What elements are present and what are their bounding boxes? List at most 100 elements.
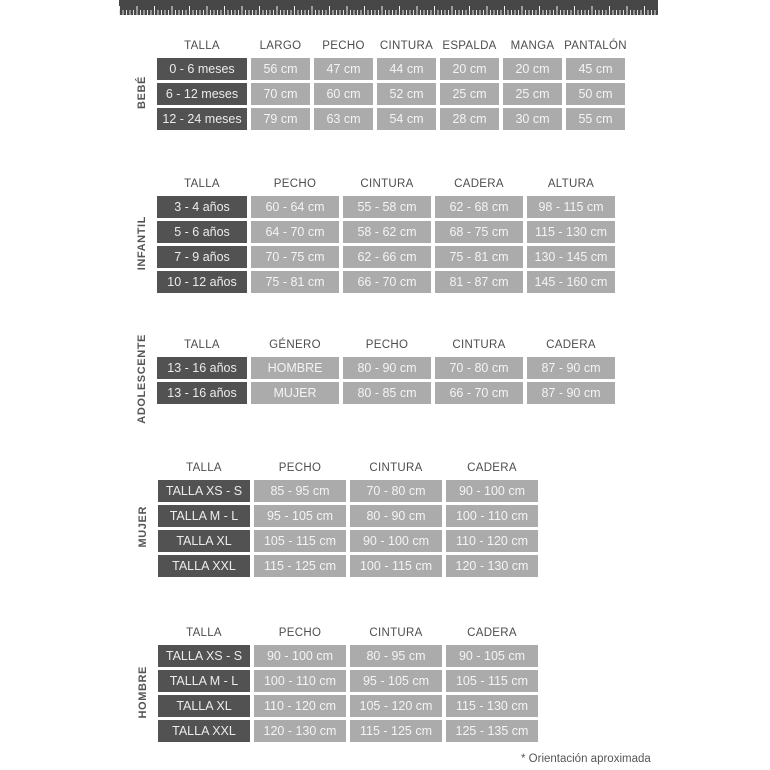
approximate-orientation-footnote: * Orientación aproximada — [521, 753, 651, 765]
size-label-cell: TALLA XL — [158, 530, 250, 552]
size-label-cell: TALLA XXL — [158, 555, 250, 577]
measurement-cell: 105 - 115 cm — [254, 530, 346, 552]
measurement-cell: 66 - 70 cm — [435, 382, 523, 404]
size-grid-mujer: TALLA PECHO CINTURA CADERA TALLA XS - S 85 - … — [158, 458, 538, 577]
size-label-cell: 13 - 16 años — [157, 382, 247, 404]
side-label-wrap: ADOLESCENTE — [131, 334, 153, 424]
size-label-cell: TALLA XS - S — [158, 645, 250, 667]
measurement-cell: 64 - 70 cm — [251, 221, 339, 243]
size-label-cell: 10 - 12 años — [157, 271, 247, 293]
column-header: CINTURA — [369, 626, 423, 639]
measurement-cell: 100 - 110 cm — [254, 670, 346, 692]
measurement-cell: 90 - 100 cm — [350, 530, 442, 552]
size-label-cell: 5 - 6 años — [157, 221, 247, 243]
size-label-cell: 6 - 12 meses — [157, 83, 247, 105]
column-header: TALLA — [184, 177, 220, 190]
size-label-cell: 0 - 6 meses — [157, 58, 247, 80]
measurement-cell: 79 cm — [251, 108, 310, 130]
measurement-cell: 90 - 100 cm — [254, 645, 346, 667]
size-label-cell: 3 - 4 años — [157, 196, 247, 218]
column-header: PECHO — [278, 461, 322, 474]
column-header: CINTURA — [369, 461, 423, 474]
measurement-cell: 120 - 130 cm — [446, 555, 538, 577]
measurement-cell: 90 - 100 cm — [446, 480, 538, 502]
measurement-cell: 25 cm — [440, 83, 499, 105]
measurement-cell: 81 - 87 cm — [435, 271, 523, 293]
column-header: CINTURA — [452, 338, 506, 351]
column-header: TALLA — [184, 39, 220, 52]
measurement-cell: 30 cm — [503, 108, 562, 130]
column-header: CADERA — [467, 626, 517, 639]
measurement-cell: 28 cm — [440, 108, 499, 130]
size-grid-adolescente: TALLA GÉNERO PECHO CINTURA CADERA 13 - 16 año… — [157, 335, 615, 404]
side-label-wrap: INFANTIL — [131, 193, 153, 293]
size-grid-infantil: TALLA PECHO CINTURA CADERA ALTURA 3 - 4 años 6… — [157, 174, 615, 293]
column-header: TALLA — [186, 461, 222, 474]
measurement-cell: 90 - 105 cm — [446, 645, 538, 667]
measurement-cell: 115 - 130 cm — [527, 221, 615, 243]
measurement-cell: 70 cm — [251, 83, 310, 105]
side-label-wrap: MUJER — [132, 477, 154, 577]
column-header: PANTALÓN — [564, 39, 627, 52]
measurement-cell: 75 - 81 cm — [435, 246, 523, 268]
column-header: TALLA — [184, 338, 220, 351]
size-table-mujer: MUJER TALLA PECHO CINTURA CADERA TALLA XS - … — [137, 458, 538, 577]
column-header: MANGA — [510, 39, 555, 52]
measurement-cell: 95 - 105 cm — [350, 670, 442, 692]
size-label-cell: TALLA XL — [158, 695, 250, 717]
measurement-cell: MUJER — [251, 382, 339, 404]
measurement-cell: 70 - 75 cm — [251, 246, 339, 268]
column-header: ALTURA — [547, 177, 595, 190]
table-side-label: INFANTIL — [136, 215, 148, 271]
size-table-hombre: HOMBRE TALLA PECHO CINTURA CADERA TALLA XS -… — [137, 623, 538, 742]
measurement-cell: 80 - 90 cm — [350, 505, 442, 527]
measurement-cell: 66 - 70 cm — [343, 271, 431, 293]
measurement-cell: 105 - 120 cm — [350, 695, 442, 717]
measurement-cell: 58 - 62 cm — [343, 221, 431, 243]
measurement-cell: 70 - 80 cm — [435, 357, 523, 379]
measurement-cell: 70 - 80 cm — [350, 480, 442, 502]
measurement-cell: 130 - 145 cm — [527, 246, 615, 268]
measurement-cell: 100 - 115 cm — [350, 555, 442, 577]
measurement-cell: 80 - 85 cm — [343, 382, 431, 404]
measurement-cell: 145 - 160 cm — [527, 271, 615, 293]
measurement-cell: 63 cm — [314, 108, 373, 130]
column-header: PECHO — [365, 338, 409, 351]
size-grid-bebe: TALLA LARGO PECHO CINTURA ESPALDA MANGA PANTAL… — [157, 36, 627, 130]
measurement-cell: 62 - 68 cm — [435, 196, 523, 218]
measurement-cell: 120 - 130 cm — [254, 720, 346, 742]
column-header: CADERA — [467, 461, 517, 474]
column-header: CADERA — [454, 177, 504, 190]
side-label-wrap: BEBÉ — [131, 55, 153, 130]
column-header: TALLA — [186, 626, 222, 639]
measurement-cell: 45 cm — [566, 58, 625, 80]
measurement-cell: 50 cm — [566, 83, 625, 105]
table-side-label: MUJER — [137, 506, 149, 548]
column-header: LARGO — [259, 39, 302, 52]
measurement-cell: 125 - 135 cm — [446, 720, 538, 742]
size-label-cell: TALLA XXL — [158, 720, 250, 742]
column-header: ESPALDA — [442, 39, 497, 52]
measurement-cell: HOMBRE — [251, 357, 339, 379]
measurement-cell: 110 - 120 cm — [254, 695, 346, 717]
table-side-label: ADOLESCENTE — [136, 334, 148, 424]
measurement-cell: 68 - 75 cm — [435, 221, 523, 243]
column-header: CADERA — [546, 338, 596, 351]
size-label-cell: TALLA M - L — [158, 670, 250, 692]
measurement-cell: 20 cm — [440, 58, 499, 80]
column-header: PECHO — [273, 177, 317, 190]
measurement-cell: 87 - 90 cm — [527, 357, 615, 379]
table-side-label: HOMBRE — [137, 665, 149, 719]
measurement-cell: 44 cm — [377, 58, 436, 80]
measurement-cell: 20 cm — [503, 58, 562, 80]
column-header: PECHO — [278, 626, 322, 639]
column-header: CINTURA — [379, 39, 434, 52]
measurement-cell: 115 - 130 cm — [446, 695, 538, 717]
measurement-cell: 105 - 115 cm — [446, 670, 538, 692]
measurement-cell: 54 cm — [377, 108, 436, 130]
size-label-cell: 12 - 24 meses — [157, 108, 247, 130]
measuring-tape-ruler-icon — [119, 0, 658, 15]
measurement-cell: 100 - 110 cm — [446, 505, 538, 527]
measurement-cell: 80 - 90 cm — [343, 357, 431, 379]
size-grid-hombre: TALLA PECHO CINTURA CADERA TALLA XS - S 90 - … — [158, 623, 538, 742]
